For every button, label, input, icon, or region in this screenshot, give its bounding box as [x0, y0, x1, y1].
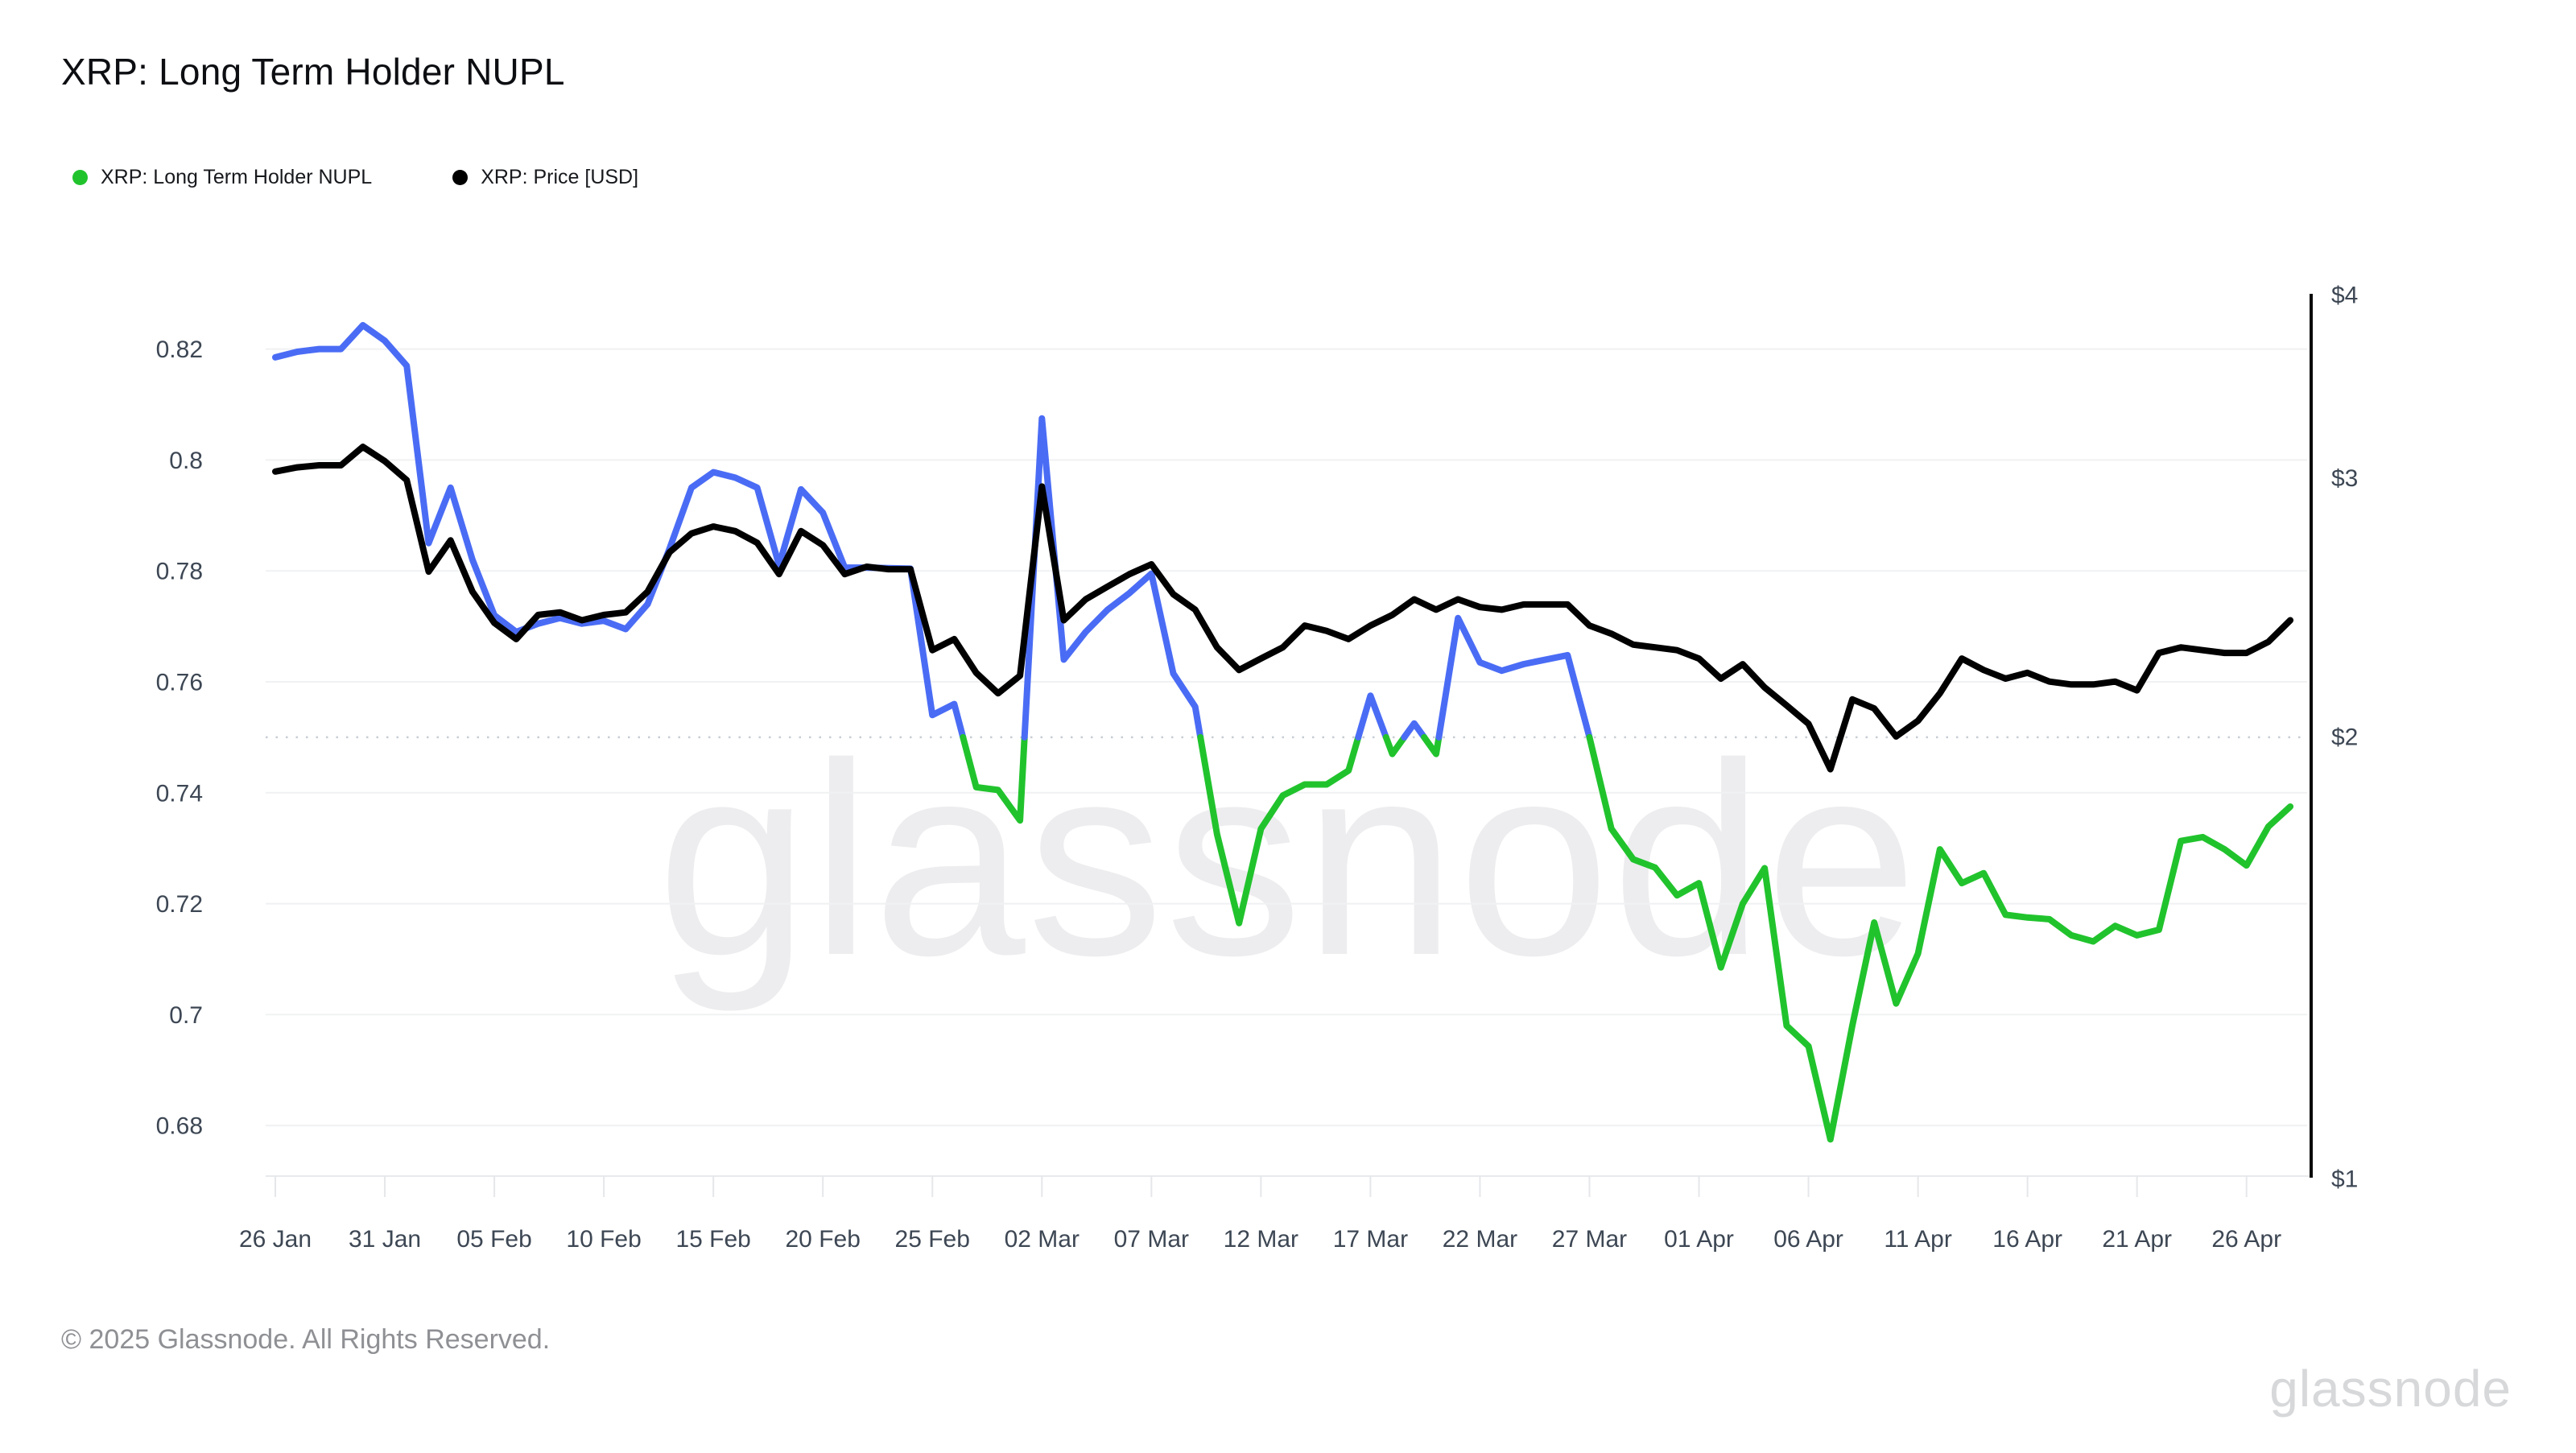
x-axis-label: 10 Feb: [566, 1226, 641, 1253]
nupl-line: [1197, 733, 1362, 927]
nupl-line: [1401, 720, 1428, 741]
x-axis-label: 27 Mar: [1552, 1226, 1627, 1253]
y-axis-label-left: 0.68: [156, 1113, 203, 1140]
nupl-series-dot-icon: [72, 170, 88, 185]
x-axis-label: 26 Apr: [2211, 1226, 2281, 1253]
y-axis-label-left: 0.72: [156, 891, 203, 918]
x-axis-label: 12 Mar: [1224, 1226, 1298, 1253]
nupl-line: [1586, 733, 2294, 1143]
legend-label-nupl: XRP: Long Term Holder NUPL: [101, 166, 373, 188]
y-axis-label-left: 0.78: [156, 559, 203, 585]
legend-item-price[interactable]: XRP: Price [USD]: [452, 166, 638, 189]
x-axis-label: 22 Mar: [1443, 1226, 1517, 1253]
x-axis-label: 17 Mar: [1333, 1226, 1408, 1253]
nupl-line: [272, 322, 967, 741]
x-axis-label: 31 Jan: [349, 1226, 421, 1253]
x-axis-label: 05 Feb: [456, 1226, 531, 1253]
x-axis-label: 20 Feb: [785, 1226, 860, 1253]
price-series-dot-icon: [452, 170, 469, 185]
x-axis-label: 07 Mar: [1114, 1226, 1189, 1253]
x-axis-label: 21 Apr: [2102, 1226, 2172, 1253]
nupl-line: [1021, 415, 1204, 741]
y-axis-label-left: 0.82: [156, 336, 203, 363]
nupl-line: [1435, 614, 1593, 741]
y-axis-label-left: 0.8: [169, 448, 203, 474]
price-line: [272, 444, 2294, 773]
y-axis-label-right: $4: [2331, 282, 2358, 308]
y-axis-label-right: $2: [2331, 724, 2358, 750]
copyright-text: © 2025 Glassnode. All Rights Reserved.: [61, 1324, 551, 1355]
x-axis-label: 15 Feb: [675, 1226, 750, 1253]
x-axis-label: 02 Mar: [1005, 1226, 1080, 1253]
legend: XRP: Long Term Holder NUPL XRP: Price [U…: [72, 166, 638, 189]
chart-title: XRP: Long Term Holder NUPL: [61, 51, 565, 93]
x-axis-label: 06 Apr: [1773, 1226, 1843, 1253]
x-axis-label: 16 Apr: [1992, 1226, 2062, 1253]
legend-item-nupl[interactable]: XRP: Long Term Holder NUPL: [72, 166, 372, 189]
legend-label-price: XRP: Price [USD]: [481, 166, 639, 188]
nupl-line: [1421, 733, 1443, 757]
x-axis-label: 11 Apr: [1884, 1226, 1952, 1253]
y-axis-label-left: 0.76: [156, 670, 203, 696]
y-axis-label-left: 0.7: [169, 1002, 203, 1029]
watermark-text: glassnode: [657, 707, 1919, 1013]
y-axis-label-right: $1: [2331, 1166, 2358, 1193]
y-axis-label-right: $3: [2331, 465, 2358, 492]
x-axis-label: 01 Apr: [1664, 1226, 1734, 1253]
x-axis-label: 26 Jan: [239, 1226, 312, 1253]
nupl-line: [960, 733, 1028, 824]
glassnode-logo: glassnode: [2269, 1360, 2512, 1418]
y-axis-label-left: 0.74: [156, 780, 203, 807]
nupl-line: [1382, 733, 1408, 757]
x-axis-label: 25 Feb: [895, 1226, 970, 1253]
nupl-line: [1355, 692, 1389, 741]
